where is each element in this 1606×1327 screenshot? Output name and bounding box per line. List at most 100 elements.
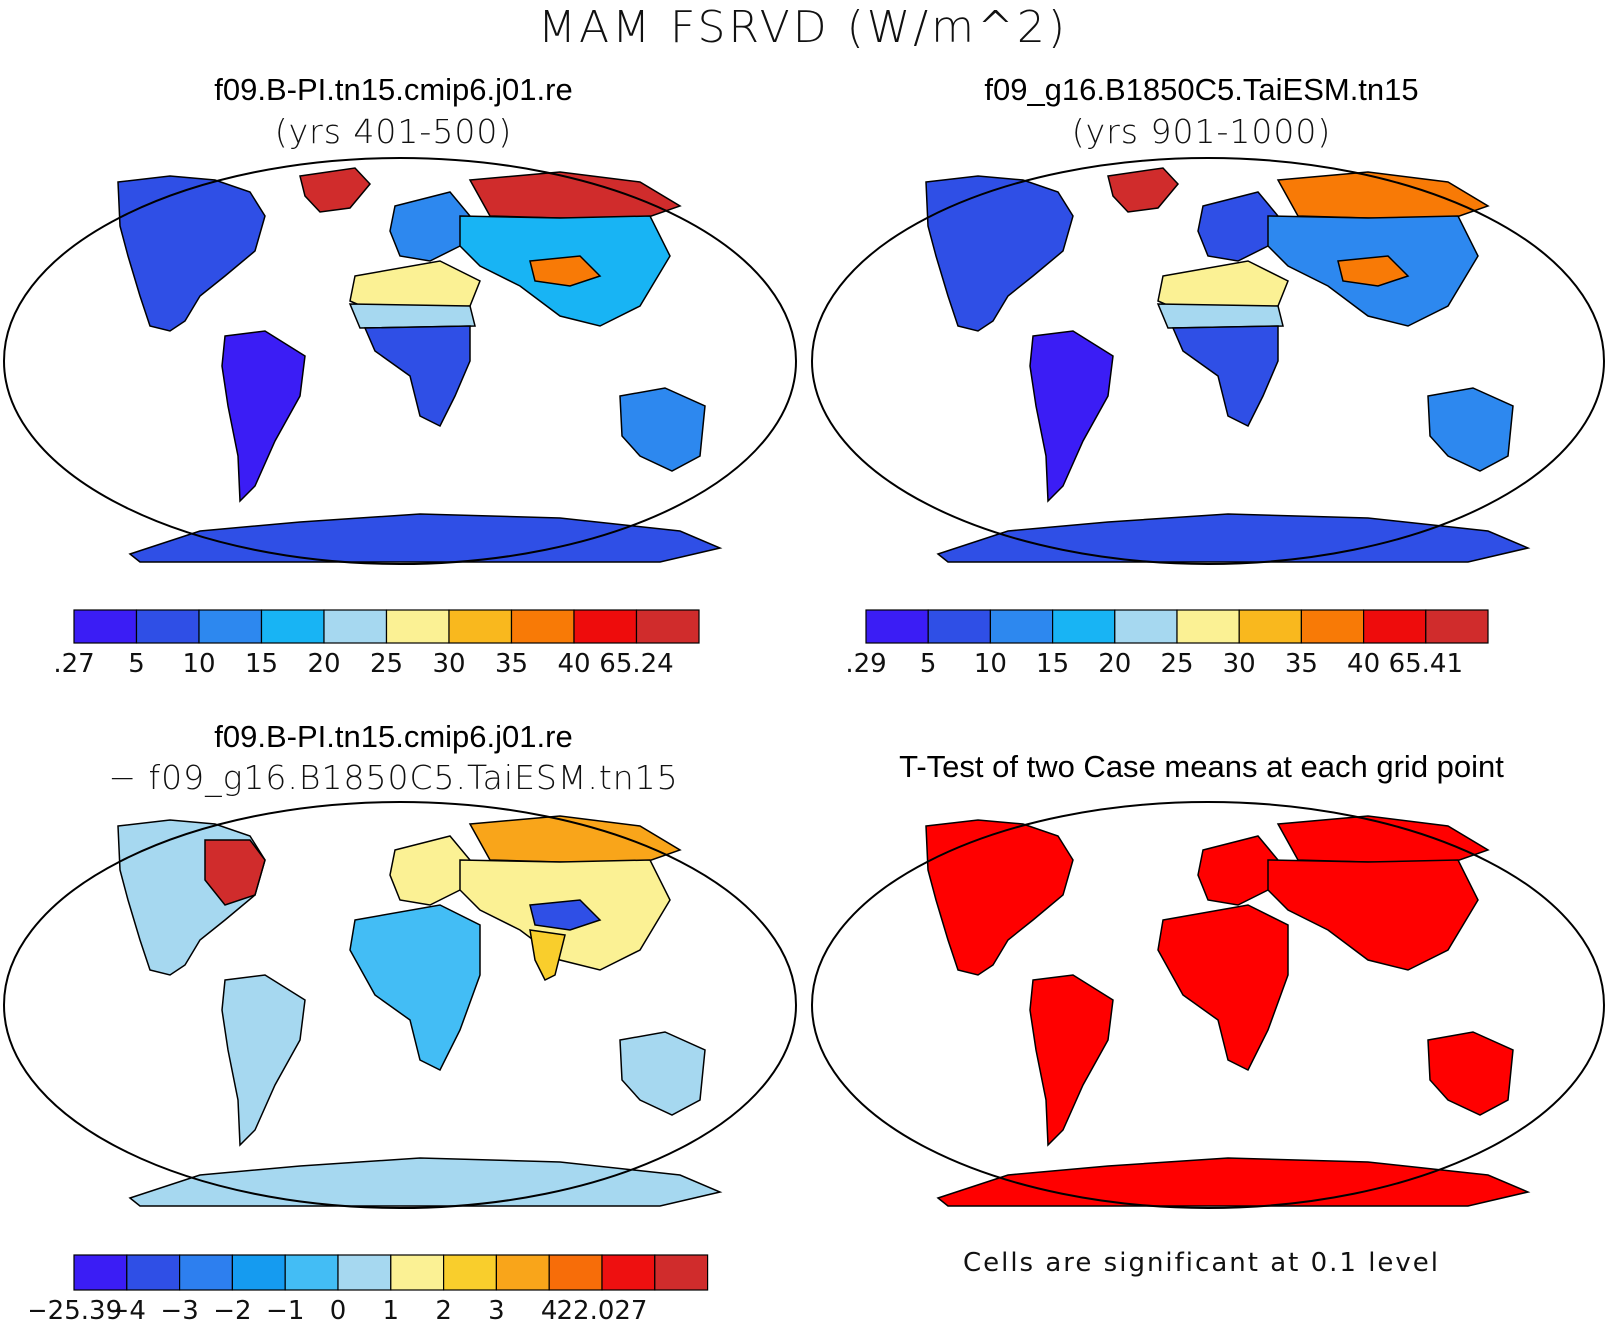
map3-region-africa (349, 904, 481, 1072)
map-panel-2 (811, 157, 1605, 565)
colorbar1-swatch-1 (135, 609, 200, 644)
colorbar1-swatch-3 (260, 609, 325, 644)
significance-note: Cells are significant at 0.1 level (962, 1248, 1441, 1278)
colorbar3-swatch-11 (654, 1254, 709, 1291)
colorbar1-swatch-4 (323, 609, 388, 644)
colorbar3-swatch-5 (337, 1254, 392, 1291)
map2-region-tibet (1337, 255, 1410, 287)
colorbar3-label-4: −1 (266, 1296, 304, 1325)
colorbar1-label-1: 5 (128, 649, 145, 678)
colorbar3-label-0: −25.39 (30, 1296, 122, 1325)
colorbar3-label-7: 2 (435, 1296, 452, 1325)
map1-region-central-africa (363, 325, 471, 428)
panel4-title: T-Test of two Case means at each grid po… (899, 749, 1504, 784)
colorbar1-label-6: 30 (432, 649, 465, 678)
colorbar2-swatch-1 (927, 609, 991, 644)
map1-region-antarctica (128, 513, 723, 563)
colorbar2-label-4: 20 (1098, 649, 1131, 678)
ttest-region-australia (1427, 1031, 1514, 1116)
ttest-region-north-america (925, 819, 1074, 976)
colorbar-panel-1: .27 5 10 15 20 25 30 35 40 65.24 (53, 609, 700, 678)
map1-region-europe (389, 191, 471, 262)
colorbar1-swatch-9 (635, 609, 700, 644)
colorbar3-swatch-9 (548, 1254, 603, 1291)
map3-region-tibet (529, 899, 602, 931)
map1-region-greenland (299, 167, 372, 213)
map3-region-antarctica (128, 1157, 723, 1207)
colorbar-panel-2: .29 5 10 15 20 25 30 35 40 65.41 (845, 609, 1489, 678)
map-panel-3 (3, 801, 797, 1209)
colorbar2-swatch-4 (1114, 609, 1178, 644)
colorbar3-swatch-6 (390, 1254, 445, 1291)
map-panel-4 (811, 801, 1605, 1209)
colorbar3-label-3: −2 (213, 1296, 251, 1325)
colorbar2-swatch-8 (1362, 609, 1427, 644)
colorbar1-swatch-6 (448, 609, 513, 644)
colorbar1-swatch-5 (385, 609, 450, 644)
colorbar2-label-2: 10 (974, 649, 1007, 678)
colorbar3-swatch-3 (231, 1254, 286, 1291)
panel3-subtitle: − f09_g16.B1850C5.TaiESM.tn15 (108, 758, 679, 797)
colorbar3-swatch-1 (126, 1254, 181, 1291)
colorbar3-swatch-10 (601, 1254, 656, 1291)
panel2-subtitle: (yrs 901-1000) (1071, 112, 1332, 151)
colorbar3-swatch-7 (443, 1254, 498, 1291)
colorbar2-label-0: .29 (845, 649, 886, 678)
map3-region-india (529, 929, 566, 982)
map2-region-greenland (1107, 167, 1180, 213)
colorbar2-label-9: 65.41 (1389, 649, 1463, 678)
colorbar3-label-10: 22.027 (557, 1296, 648, 1325)
colorbar3-swatch-4 (284, 1254, 339, 1291)
colorbar-panel-3: −25.39−4 −3 −2 −1 0 1 2 3 4 22.027 (30, 1254, 709, 1325)
colorbar3-swatch-8 (495, 1254, 550, 1291)
ttest-region-antarctica (936, 1157, 1531, 1207)
colorbar2-label-1: 5 (920, 649, 937, 678)
map3-region-south-america (221, 974, 306, 1147)
colorbar3-label-9: 4 (541, 1296, 558, 1325)
ttest-region-africa (1157, 904, 1289, 1072)
colorbar3-label-6: 1 (383, 1296, 400, 1325)
colorbar1-label-4: 20 (307, 649, 340, 678)
colorbar2-swatch-6 (1238, 609, 1303, 644)
map1-region-north-america (117, 175, 266, 332)
map2-region-australia (1427, 387, 1514, 472)
colorbar3-label-1: −4 (108, 1296, 146, 1325)
map2-region-europe (1197, 191, 1279, 262)
colorbar2-swatch-3 (1052, 609, 1116, 644)
map2-region-south-america (1029, 330, 1114, 503)
colorbar2-swatch-7 (1300, 609, 1365, 644)
map3-region-europe (389, 835, 471, 906)
map1-region-tibet (529, 255, 602, 287)
colorbar1-label-2: 10 (182, 649, 215, 678)
colorbar3-label-8: 3 (488, 1296, 505, 1325)
colorbar3-label-5: 0 (330, 1296, 347, 1325)
colorbar1-label-5: 25 (370, 649, 403, 678)
main-title: MAM FSRVD (W/m^2) (538, 2, 1068, 53)
colorbar2-swatch-0 (865, 609, 929, 644)
colorbar2-label-8: 40 (1347, 649, 1380, 678)
colorbar1-label-7: 35 (495, 649, 528, 678)
map2-region-sahel (1156, 303, 1284, 329)
colorbar1-swatch-7 (510, 609, 575, 644)
map2-region-antarctica (936, 513, 1531, 563)
panel2-title: f09_g16.B1850C5.TaiESM.tn15 (984, 72, 1419, 107)
colorbar1-label-8: 40 (557, 649, 590, 678)
colorbar2-label-3: 15 (1036, 649, 1069, 678)
panel3-title: f09.B-PI.tn15.cmip6.j01.re (214, 719, 573, 754)
colorbar1-label-3: 15 (245, 649, 278, 678)
panel1-title: f09.B-PI.tn15.cmip6.j01.re (214, 72, 573, 107)
map1-region-australia (619, 387, 706, 472)
map1-region-south-america (221, 330, 306, 503)
ttest-region-south-america (1029, 974, 1114, 1147)
map3-region-australia (619, 1031, 706, 1116)
colorbar3-label-2: −3 (160, 1296, 198, 1325)
colorbar2-swatch-5 (1176, 609, 1240, 644)
colorbar2-label-6: 30 (1223, 649, 1256, 678)
colorbar3-swatch-0 (73, 1254, 128, 1291)
map1-region-sahel (348, 303, 476, 329)
colorbar1-label-9: 65.24 (599, 649, 673, 678)
map2-region-central-africa (1171, 325, 1279, 428)
map3-region-canada-east (204, 839, 266, 906)
colorbar2-label-7: 35 (1285, 649, 1318, 678)
colorbar1-swatch-2 (198, 609, 263, 644)
